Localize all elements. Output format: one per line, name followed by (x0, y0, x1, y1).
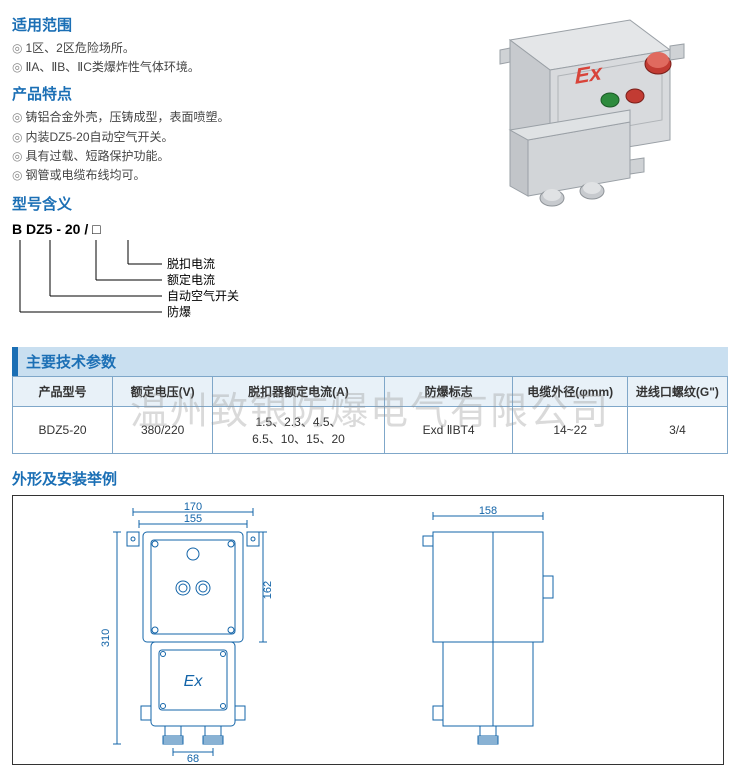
param-title-bar: 主要技术参数 (12, 347, 728, 376)
svg-text:170: 170 (184, 501, 202, 513)
svg-text:防爆: 防爆 (167, 304, 191, 319)
td-cable: 14~22 (513, 407, 627, 454)
svg-text:额定电流: 额定电流 (167, 272, 215, 287)
th-cable: 电缆外径(φmm) (513, 377, 627, 407)
dimension-drawings: 170 155 (12, 495, 724, 765)
svg-text:Ex: Ex (184, 673, 204, 690)
spec-table: 产品型号 额定电压(V) 脱扣器额定电流(A) 防爆标志 电缆外径(φmm) 进… (12, 376, 728, 454)
td-current: 1.5、2.3、4.5、 6.5、10、15、20 (213, 407, 385, 454)
svg-text:68: 68 (187, 753, 199, 765)
svg-text:B DZ5 - 20 / □: B DZ5 - 20 / □ (12, 221, 101, 237)
svg-text:脱扣电流: 脱扣电流 (167, 256, 215, 271)
td-ex: Exd ⅡBT4 (384, 407, 513, 454)
svg-text:310: 310 (100, 629, 112, 647)
product-photo: Ex (440, 10, 700, 220)
model-meaning-diagram: B DZ5 - 20 / □ 脱扣电流 额定电流 自动空气开关 防爆 (12, 220, 312, 330)
td-thread: 3/4 (627, 407, 727, 454)
svg-text:自动空气开关: 自动空气开关 (167, 288, 239, 303)
td-model: BDZ5-20 (13, 407, 113, 454)
th-thread: 进线口螺纹(G") (627, 377, 727, 407)
th-ex: 防爆标志 (384, 377, 513, 407)
th-voltage: 额定电压(V) (113, 377, 213, 407)
svg-text:158: 158 (479, 505, 497, 517)
svg-text:155: 155 (184, 513, 202, 525)
svg-text:162: 162 (262, 581, 274, 599)
svg-text:Ex: Ex (575, 59, 604, 89)
install-title: 外形及安装举例 (12, 468, 728, 489)
td-voltage: 380/220 (113, 407, 213, 454)
th-model: 产品型号 (13, 377, 113, 407)
th-current: 脱扣器额定电流(A) (213, 377, 385, 407)
